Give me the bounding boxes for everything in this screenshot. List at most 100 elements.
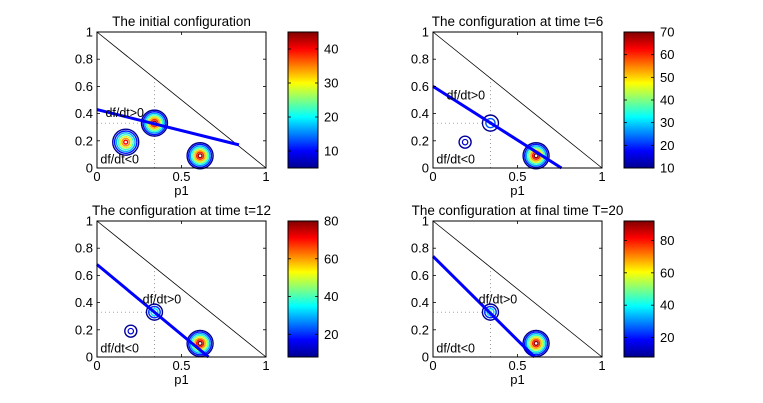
colorbar-tick-label: 20 xyxy=(324,110,338,125)
colorbar-tick-label: 40 xyxy=(660,93,674,108)
y-tick-label: 1 xyxy=(422,25,429,40)
annotation-label: df/dt<0 xyxy=(436,341,475,355)
annotation-label: df/dt<0 xyxy=(100,152,139,166)
y-tick-label: 1 xyxy=(86,214,93,229)
contour-ring xyxy=(527,334,546,353)
colorbar-tick-label: 30 xyxy=(660,115,674,130)
contour-ring xyxy=(187,331,213,356)
contour-peak xyxy=(522,329,550,358)
annotation-label: df/dt>0 xyxy=(479,292,518,306)
contour-ring xyxy=(148,305,161,319)
x-tick-label: 1 xyxy=(262,169,269,184)
y-tick-label: 0.6 xyxy=(75,79,93,94)
y-tick-label: 0.2 xyxy=(75,322,93,337)
colorbar-tick-label: 10 xyxy=(324,144,338,159)
contour-ring xyxy=(530,337,542,350)
colorbar-tick-label: 40 xyxy=(660,298,674,313)
contour-ring xyxy=(195,151,205,160)
x-axis-label: p1 xyxy=(174,183,188,198)
colorbar-tick-label: 80 xyxy=(660,233,674,248)
contour-ring xyxy=(117,133,134,151)
y-tick-label: 0.8 xyxy=(75,241,93,256)
chart-title: The configuration at time t=6 xyxy=(432,14,603,29)
x-axis-label: p1 xyxy=(174,372,188,387)
colorbar-fill xyxy=(287,220,319,358)
annotation-label: df/dt>0 xyxy=(143,292,182,306)
colorbar: 10 20 30 40 50 60 70 xyxy=(623,25,674,176)
contour-ring xyxy=(531,339,541,348)
chart-title: The configuration at final time T=20 xyxy=(412,203,624,218)
contour-ring xyxy=(186,329,214,358)
y-tick-label: 0.4 xyxy=(411,295,429,310)
contour-ring xyxy=(197,340,203,347)
colorbar: 20 40 60 80 xyxy=(287,214,338,358)
y-tick-label: 0.4 xyxy=(75,106,93,121)
colorbar-tick-label: 60 xyxy=(660,265,674,280)
contour-ring xyxy=(533,153,539,159)
y-tick-label: 0.8 xyxy=(411,241,429,256)
simplex-line xyxy=(96,220,267,358)
contour-ring xyxy=(458,135,472,149)
contour-ring xyxy=(187,143,213,168)
contour-ring xyxy=(525,145,547,167)
contour-ring xyxy=(142,111,167,136)
x-tick-label: 0.5 xyxy=(508,358,526,373)
colorbar-tick-label: 50 xyxy=(660,70,674,85)
contour-ring xyxy=(113,130,138,155)
y-tick-label: 0.6 xyxy=(75,268,93,283)
panel-4: 0 0.5 1 0 0.2 0.4 0.6 0.8 1 p1 The configuration a… xyxy=(411,203,675,387)
x-tick-label: 1 xyxy=(598,358,605,373)
contour-ring xyxy=(481,114,500,132)
contour-ring xyxy=(522,142,550,170)
x-tick-label: 0.5 xyxy=(172,358,190,373)
colorbar-tick-label: 60 xyxy=(324,251,338,266)
x-tick-label: 0 xyxy=(93,169,100,184)
contour-peak xyxy=(186,142,214,170)
y-tick-label: 0 xyxy=(422,350,429,365)
contour-ring xyxy=(481,303,500,321)
x-tick-label: 0.5 xyxy=(172,169,190,184)
contour-peak xyxy=(124,324,138,338)
contour-ring xyxy=(194,149,206,162)
contour-ring xyxy=(523,143,549,168)
x-axis-label: p1 xyxy=(510,372,524,387)
contour-ring xyxy=(484,305,497,319)
contour-ring xyxy=(525,332,547,354)
contour-ring xyxy=(533,340,539,347)
colorbar-tick-label: 70 xyxy=(660,25,674,40)
x-tick-label: 0 xyxy=(429,169,436,184)
contour-ring xyxy=(124,324,138,338)
y-tick-label: 0.6 xyxy=(411,268,429,283)
annotation-label: df/dt>0 xyxy=(105,106,144,120)
contour-ring xyxy=(486,307,495,317)
contour-ring xyxy=(485,117,496,129)
contour-ring xyxy=(461,138,469,146)
y-tick-label: 0.4 xyxy=(75,295,93,310)
contour-peak xyxy=(112,128,140,156)
contour-ring xyxy=(127,327,135,335)
annotation-label: df/dt<0 xyxy=(100,341,139,355)
threshold-line xyxy=(96,263,210,359)
colorbar-fill xyxy=(287,31,319,169)
x-tick-label: 0 xyxy=(93,358,100,373)
contour-ring xyxy=(197,153,203,159)
threshold-line xyxy=(96,108,240,147)
contour-ring xyxy=(150,307,159,317)
y-tick-label: 1 xyxy=(86,25,93,40)
x-tick-label: 0.5 xyxy=(508,169,526,184)
annotation-label: df/dt<0 xyxy=(436,152,475,166)
contour-ring xyxy=(186,142,214,170)
colorbar-tick-label: 40 xyxy=(324,42,338,57)
colorbar-fill xyxy=(623,31,655,169)
colorbar-tick-label: 60 xyxy=(660,47,674,62)
contour-ring xyxy=(189,145,211,167)
colorbar-tick-label: 10 xyxy=(660,161,674,176)
contour-ring xyxy=(528,336,544,351)
y-tick-label: 0 xyxy=(86,161,93,176)
y-tick-label: 0.6 xyxy=(411,79,429,94)
simplex-line xyxy=(432,31,603,169)
y-tick-label: 0.2 xyxy=(411,322,429,337)
colorbar: 10 20 30 40 xyxy=(287,31,338,169)
